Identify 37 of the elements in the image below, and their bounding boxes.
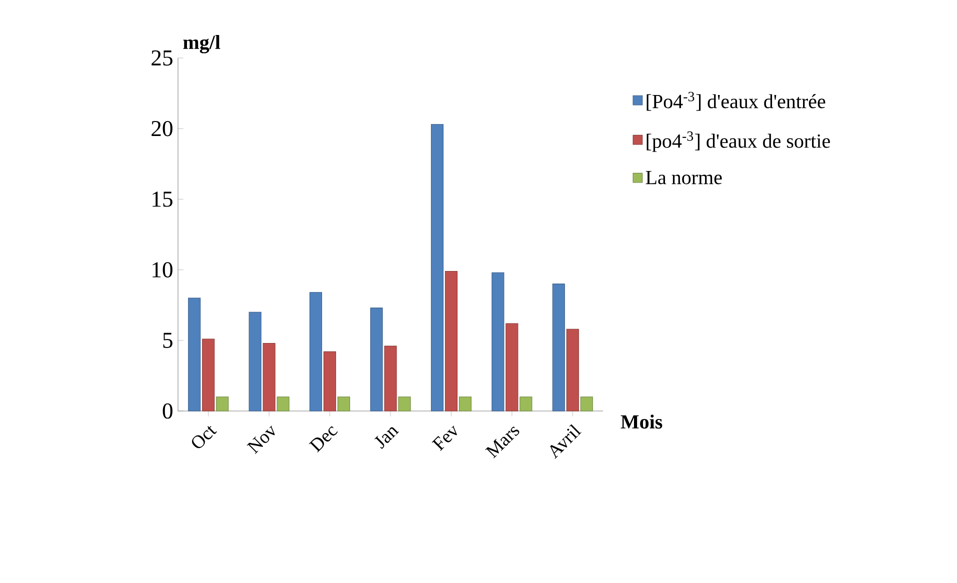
x-tick-label: Fev (432, 426, 457, 451)
y-tick-label: 10 (152, 262, 172, 278)
bar (492, 272, 504, 412)
bar (248, 312, 262, 412)
bar (580, 396, 593, 412)
bar (262, 342, 276, 412)
y-axis-title: mg/l (183, 35, 220, 54)
bar (458, 396, 472, 412)
bar (398, 396, 411, 412)
x-axis-title: Mois (620, 414, 662, 429)
bar (338, 396, 350, 412)
bar (188, 298, 201, 412)
legend-label: [Po4$^{-3}$] d'eaux d'entrée (646, 92, 826, 111)
bar (202, 338, 215, 412)
y-tick-label: 25 (152, 50, 172, 66)
bar (370, 308, 383, 412)
bar (520, 396, 532, 412)
legend-label: La norme (646, 170, 722, 184)
x-tick-label: Dec (308, 426, 338, 453)
bar (324, 351, 336, 412)
bar (216, 396, 229, 412)
bar (276, 396, 290, 412)
y-tick-label: 0 (162, 403, 172, 419)
y-tick-label: 20 (152, 120, 172, 136)
legend-label: [po4$^{-3}$] d'eaux de sortie (646, 131, 830, 152)
y-tick-label: 15 (152, 192, 172, 207)
bar (566, 328, 579, 412)
bar (430, 124, 444, 412)
x-tick-label: Jan (374, 427, 399, 449)
bar (552, 284, 565, 412)
bar (444, 270, 458, 412)
bar (506, 323, 518, 412)
x-tick-label: Nov (246, 426, 275, 454)
bar (384, 346, 397, 412)
bar (310, 292, 322, 412)
x-tick-label: Oct (192, 426, 217, 448)
y-tick-label: 5 (163, 332, 172, 348)
